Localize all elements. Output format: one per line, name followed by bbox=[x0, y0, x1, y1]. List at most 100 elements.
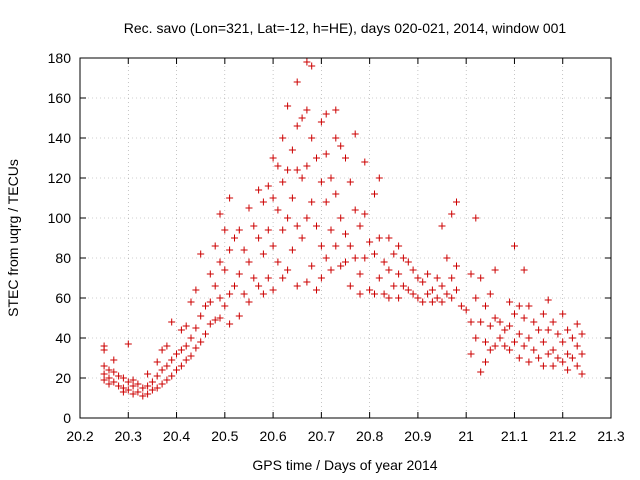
data-point bbox=[139, 384, 147, 392]
data-point bbox=[240, 290, 248, 298]
data-point bbox=[221, 302, 229, 310]
data-point bbox=[187, 298, 195, 306]
data-point bbox=[187, 334, 195, 342]
x-tick-label: 21 bbox=[458, 428, 474, 444]
data-point bbox=[506, 298, 514, 306]
data-point bbox=[322, 254, 330, 262]
data-point bbox=[288, 194, 296, 202]
data-point bbox=[105, 380, 113, 388]
x-tick-label: 20.7 bbox=[308, 428, 335, 444]
data-point bbox=[385, 294, 393, 302]
data-point bbox=[506, 346, 514, 354]
data-point bbox=[428, 286, 436, 294]
data-point bbox=[327, 226, 335, 234]
data-point bbox=[226, 290, 234, 298]
plot-frame bbox=[79, 57, 612, 419]
data-point bbox=[235, 312, 243, 320]
data-point bbox=[496, 318, 504, 326]
data-point bbox=[520, 342, 528, 350]
data-point bbox=[390, 282, 398, 290]
data-point bbox=[148, 386, 156, 394]
data-point bbox=[395, 294, 403, 302]
data-point bbox=[115, 382, 123, 390]
data-point bbox=[269, 154, 277, 162]
data-point bbox=[395, 242, 403, 250]
data-point bbox=[573, 362, 581, 370]
data-point bbox=[226, 246, 234, 254]
data-point bbox=[148, 378, 156, 386]
data-point bbox=[274, 258, 282, 266]
data-point bbox=[525, 334, 533, 342]
data-point bbox=[105, 374, 113, 382]
x-tick-label: 20.6 bbox=[259, 428, 286, 444]
data-point bbox=[293, 122, 301, 130]
data-point bbox=[110, 356, 118, 364]
data-point bbox=[269, 242, 277, 250]
data-point bbox=[371, 190, 378, 198]
data-point bbox=[453, 286, 460, 294]
data-point bbox=[284, 266, 292, 274]
data-point bbox=[535, 354, 543, 362]
data-point bbox=[202, 302, 209, 310]
data-point bbox=[448, 210, 456, 218]
data-point bbox=[525, 358, 533, 366]
data-point bbox=[293, 166, 301, 174]
data-point bbox=[409, 266, 417, 274]
data-point bbox=[428, 298, 436, 306]
data-point bbox=[419, 298, 427, 306]
data-point bbox=[515, 354, 523, 362]
data-point bbox=[303, 162, 311, 170]
data-point bbox=[491, 342, 499, 350]
data-point bbox=[327, 266, 335, 274]
data-point bbox=[486, 290, 494, 298]
data-point bbox=[211, 282, 219, 290]
y-tick-label: 160 bbox=[48, 90, 72, 106]
data-point bbox=[274, 162, 282, 170]
data-point bbox=[530, 346, 538, 354]
data-point bbox=[491, 314, 499, 322]
data-point bbox=[144, 382, 152, 390]
data-point bbox=[173, 366, 180, 374]
data-point bbox=[216, 294, 224, 302]
data-point bbox=[211, 316, 219, 324]
data-point bbox=[457, 302, 465, 310]
data-point bbox=[308, 62, 316, 70]
data-point bbox=[525, 302, 533, 310]
data-point bbox=[443, 290, 451, 298]
data-point bbox=[124, 386, 132, 394]
data-point bbox=[269, 194, 277, 202]
data-point bbox=[293, 282, 301, 290]
data-point bbox=[491, 266, 499, 274]
data-point bbox=[245, 258, 253, 266]
data-point bbox=[356, 222, 364, 230]
data-point bbox=[342, 154, 349, 162]
data-point bbox=[337, 214, 345, 222]
data-point bbox=[129, 390, 137, 398]
data-point bbox=[395, 270, 403, 278]
data-point bbox=[298, 114, 306, 122]
data-point bbox=[467, 350, 475, 358]
data-point bbox=[226, 194, 234, 202]
data-point bbox=[539, 310, 547, 318]
x-tick-label: 21.2 bbox=[549, 428, 576, 444]
y-tick-label: 180 bbox=[48, 50, 72, 66]
data-point bbox=[448, 274, 456, 282]
data-point bbox=[544, 326, 552, 334]
data-point bbox=[284, 166, 292, 174]
data-point bbox=[404, 286, 412, 294]
data-point bbox=[259, 290, 267, 298]
data-point bbox=[177, 346, 185, 354]
data-point bbox=[144, 370, 152, 378]
data-point bbox=[371, 290, 378, 298]
data-point bbox=[211, 242, 219, 250]
data-point bbox=[119, 388, 127, 396]
data-point bbox=[515, 302, 523, 310]
data-point bbox=[298, 174, 306, 182]
data-point bbox=[168, 356, 176, 364]
data-point bbox=[482, 338, 489, 346]
data-point bbox=[192, 344, 200, 352]
data-point bbox=[511, 310, 518, 318]
data-point bbox=[520, 266, 528, 274]
axis-ticks bbox=[79, 57, 612, 419]
data-point bbox=[255, 282, 263, 290]
